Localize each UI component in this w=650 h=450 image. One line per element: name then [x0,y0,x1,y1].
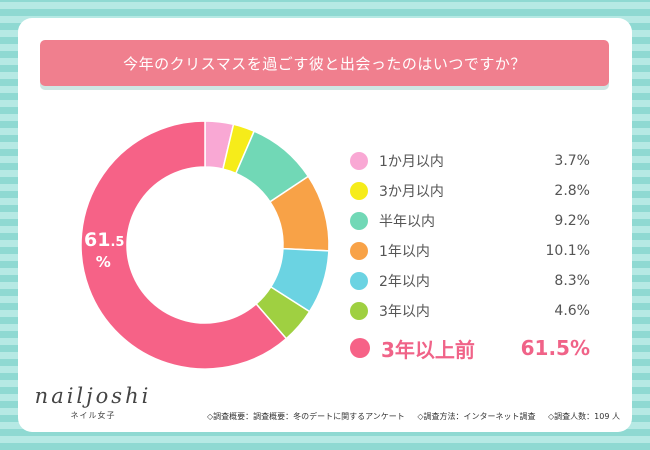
legend-swatch [350,212,368,230]
legend-value: 8.3% [554,273,590,289]
largest-slice-dec: .5 [110,235,125,250]
logo-subtitle: ネイル女子 [70,411,116,420]
legend-item: 3年以内 4.6% [350,296,590,326]
legend-label: 3年以上前 [381,337,475,362]
legend-label: 3年以内 [379,304,430,320]
legend-label: 1か月以内 [379,154,444,170]
legend-item: 3か月以内 2.8% [350,176,590,206]
largest-slice-label: 61.5 % [84,230,124,270]
brand-logo: nailjoshi ネイル女子 [33,384,153,421]
footer-count: ◇調査人数：109 人 [548,412,620,421]
footer-method: ◇調査方法：インターネット調査 [417,412,536,421]
question-title: 今年のクリスマスを過ごす彼と出会ったのはいつですか？ [40,40,609,86]
legend-label: 半年以内 [379,214,435,230]
legend-value: 9.2% [554,213,590,229]
legend-label: 1年以内 [379,244,430,260]
legend-value: 4.6% [554,303,590,319]
legend-swatch [350,272,368,290]
legend-item: 3年以上前 61.5% [350,328,590,368]
legend: 1か月以内 3.7% 3か月以内 2.8% 半年以内 9.2% 1年以内 10.1% 2年以内 8… [350,146,590,368]
legend-swatch [350,338,370,358]
legend-value: 10.1% [545,243,590,259]
legend-swatch [350,152,368,170]
legend-item: 半年以内 9.2% [350,206,590,236]
legend-label: 2年以内 [379,274,430,290]
slice-7 [80,120,288,370]
survey-footer: ◇調査概要：調査概要：冬のデートに関するアンケート ◇調査方法：インターネット調… [197,411,620,422]
legend-value: 2.8% [554,183,590,199]
largest-slice-int: 61 [84,229,111,251]
largest-slice-unit: % [95,252,111,271]
legend-item: 1年以内 10.1% [350,236,590,266]
legend-label: 3か月以内 [379,184,444,200]
legend-swatch [350,242,368,260]
legend-value: 61.5% [520,336,590,360]
legend-swatch [350,182,368,200]
question-title-text: 今年のクリスマスを過ごす彼と出会ったのはいつですか？ [123,54,526,73]
logo-wordmark: nailjoshi [34,384,152,408]
legend-item: 1か月以内 3.7% [350,146,590,176]
footer-survey: ◇調査概要：調査概要：冬のデートに関するアンケート [206,412,405,421]
legend-item: 2年以内 8.3% [350,266,590,296]
legend-swatch [350,302,368,320]
legend-value: 3.7% [554,153,590,169]
